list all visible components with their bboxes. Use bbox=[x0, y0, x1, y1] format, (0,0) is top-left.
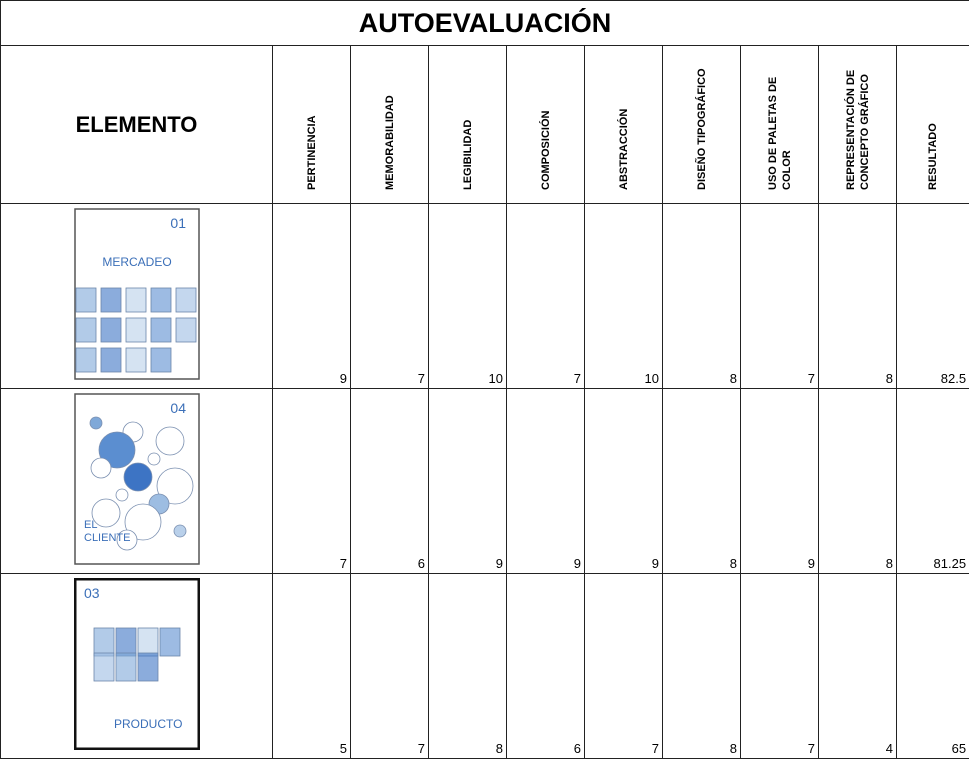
poster-shape bbox=[116, 529, 137, 550]
poster: 01 MERCADEO bbox=[73, 207, 200, 380]
poster-shape bbox=[115, 627, 136, 656]
poster-shape bbox=[115, 488, 128, 501]
poster-cell: 03 PRODUCTO bbox=[0, 573, 273, 759]
poster-shape bbox=[125, 287, 146, 312]
poster-shape bbox=[90, 457, 111, 478]
criterion-label: LEGIBILIDAD bbox=[461, 119, 474, 190]
table-row: 01 MERCADEO 9 7 10 7 10 8 7 8 82.5 bbox=[0, 203, 969, 389]
criterion-header: PERTINENCIA bbox=[272, 45, 351, 204]
poster-shape bbox=[75, 347, 96, 372]
result: 81.25 bbox=[895, 388, 969, 574]
score: 7 bbox=[272, 388, 351, 574]
score: 6 bbox=[350, 388, 429, 574]
poster-cell: 01 MERCADEO bbox=[0, 203, 273, 389]
poster-shape bbox=[75, 317, 96, 342]
poster: 03 PRODUCTO bbox=[73, 577, 200, 750]
poster-shape bbox=[175, 287, 196, 312]
criterion-header: MEMORABILIDAD bbox=[350, 45, 429, 204]
score: 9 bbox=[506, 388, 585, 574]
table-row: 03 PRODUCTO 5 7 8 6 7 8 7 4 65 bbox=[0, 573, 969, 759]
poster-shape bbox=[125, 317, 146, 342]
table-title: AUTOEVALUACIÓN bbox=[0, 0, 969, 46]
poster-title: MERCADEO bbox=[102, 255, 171, 269]
poster-shape bbox=[93, 627, 114, 656]
criterion-header: ABSTRACCIÓN bbox=[584, 45, 663, 204]
poster-shape bbox=[123, 462, 152, 491]
poster-shape bbox=[98, 431, 135, 468]
criterion-header: COMPOSICIÓN bbox=[506, 45, 585, 204]
criterion-header: LEGIBILIDAD bbox=[428, 45, 507, 204]
criterion-label: DISEÑO TIPOGRÁFICO bbox=[695, 67, 708, 190]
score: 9 bbox=[584, 388, 663, 574]
poster-shape bbox=[91, 498, 120, 527]
score: 8 bbox=[818, 203, 897, 389]
criterion-label: COMPOSICIÓN bbox=[539, 110, 552, 190]
poster-shape bbox=[147, 452, 160, 465]
poster-shape bbox=[125, 347, 146, 372]
poster-shape bbox=[137, 652, 158, 681]
poster-shape bbox=[150, 317, 171, 342]
score: 4 bbox=[818, 573, 897, 759]
poster-shape bbox=[137, 627, 158, 656]
poster-shape bbox=[156, 467, 193, 504]
result-header: RESULTADO bbox=[895, 45, 969, 204]
element-header: ELEMENTO bbox=[0, 45, 273, 204]
score: 7 bbox=[584, 573, 663, 759]
poster-number: 03 bbox=[84, 585, 100, 601]
score: 9 bbox=[272, 203, 351, 389]
criterion-label: USO DE PALETAS DE COLOR bbox=[766, 76, 793, 190]
poster-shape bbox=[155, 426, 184, 455]
poster-shape bbox=[89, 416, 102, 429]
criterion-label: REPRESENTACIÓN DE CONCEPTO GRÁFICO bbox=[844, 69, 871, 190]
score: 8 bbox=[428, 573, 507, 759]
poster-shape bbox=[100, 287, 121, 312]
criterion-label: PERTINENCIA bbox=[305, 114, 318, 190]
result: 65 bbox=[895, 573, 969, 759]
score: 6 bbox=[506, 573, 585, 759]
score: 10 bbox=[584, 203, 663, 389]
score: 8 bbox=[662, 573, 741, 759]
poster-shape bbox=[75, 287, 96, 312]
score: 9 bbox=[428, 388, 507, 574]
criterion-label: MEMORABILIDAD bbox=[383, 94, 396, 190]
poster-shape bbox=[150, 287, 171, 312]
score: 7 bbox=[740, 203, 819, 389]
score: 8 bbox=[662, 203, 741, 389]
score: 7 bbox=[350, 203, 429, 389]
result: 82.5 bbox=[895, 203, 969, 389]
score: 5 bbox=[272, 573, 351, 759]
criterion-header: USO DE PALETAS DE COLOR bbox=[740, 45, 819, 204]
poster-shape bbox=[175, 317, 196, 342]
score: 8 bbox=[818, 388, 897, 574]
poster-shape bbox=[173, 524, 186, 537]
poster-cell: 04 EL CLIENTE bbox=[0, 388, 273, 574]
score: 9 bbox=[740, 388, 819, 574]
poster-title: CLIENTE bbox=[84, 532, 130, 544]
poster-shape bbox=[93, 652, 114, 681]
score: 7 bbox=[350, 573, 429, 759]
poster-number: 04 bbox=[170, 400, 186, 416]
poster-title: PRODUCTO bbox=[114, 717, 182, 731]
score: 8 bbox=[662, 388, 741, 574]
poster-shape bbox=[100, 317, 121, 342]
poster-shape bbox=[115, 652, 136, 681]
poster-number: 01 bbox=[170, 215, 186, 231]
poster-shape bbox=[150, 347, 171, 372]
table-row: 04 EL CLIENTE 7 6 9 9 9 8 9 8 81.25 bbox=[0, 388, 969, 574]
score: 7 bbox=[506, 203, 585, 389]
poster-shape bbox=[159, 627, 180, 656]
score: 10 bbox=[428, 203, 507, 389]
poster-shape bbox=[100, 347, 121, 372]
poster-shape bbox=[124, 503, 161, 540]
criterion-header: REPRESENTACIÓN DE CONCEPTO GRÁFICO bbox=[818, 45, 897, 204]
score: 7 bbox=[740, 573, 819, 759]
poster-title: EL bbox=[84, 519, 97, 531]
result-label: RESULTADO bbox=[927, 122, 940, 190]
criterion-header: DISEÑO TIPOGRÁFICO bbox=[662, 45, 741, 204]
criterion-label: ABSTRACCIÓN bbox=[617, 108, 630, 190]
